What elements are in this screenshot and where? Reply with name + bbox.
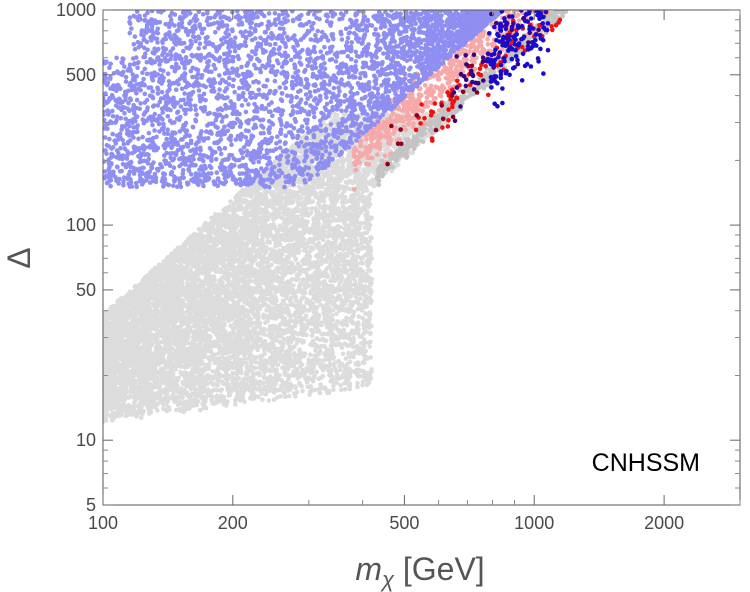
data-point-gray (248, 395, 253, 401)
data-point-gray (283, 394, 288, 400)
data-point-gray (357, 373, 363, 379)
data-point-gray (317, 390, 323, 396)
data-point-gray (360, 261, 365, 266)
data-point-gray (210, 388, 216, 393)
data-point-gray (349, 283, 354, 288)
data-point-gray (325, 303, 330, 308)
data-point-gray (139, 415, 144, 421)
data-point-gray (300, 388, 305, 394)
data-point-gray (314, 369, 319, 375)
data-point-gray (354, 327, 359, 333)
data-point-gray (161, 356, 166, 362)
data-point-gray (350, 328, 355, 334)
data-point-gray (150, 301, 156, 307)
data-point-gray (250, 379, 256, 384)
data-point-gray (356, 314, 362, 320)
data-point-gray (291, 369, 297, 374)
data-point-gray (355, 299, 360, 305)
data-point-gray (293, 320, 298, 325)
data-point-gray (249, 360, 254, 365)
data-point-gray (389, 168, 395, 174)
data-points (103, 10, 569, 424)
data-point-gray (360, 360, 366, 365)
data-point-gray (339, 387, 344, 393)
data-point-gray (155, 408, 160, 413)
data-point-gray (275, 395, 280, 400)
data-point-gray (317, 345, 323, 351)
data-point-gray (290, 287, 296, 293)
data-point-gray (230, 370, 235, 376)
data-point-gray (298, 195, 304, 201)
data-point-gray (355, 384, 360, 390)
data-point-gray (291, 373, 296, 378)
data-point-gray (267, 355, 273, 361)
data-point-gray (322, 338, 328, 344)
data-point-gray (309, 206, 315, 211)
data-point-gray (366, 267, 371, 273)
data-point-gray (242, 356, 247, 362)
data-point-gray (233, 402, 238, 407)
data-point-gray (340, 204, 346, 209)
data-point-gray (368, 300, 374, 306)
data-point-gray (266, 398, 272, 403)
data-point-gray (244, 360, 249, 366)
data-point-gray (277, 223, 283, 229)
data-point-gray (358, 296, 363, 301)
data-point-gray (228, 199, 233, 204)
data-point-gray (355, 380, 360, 386)
